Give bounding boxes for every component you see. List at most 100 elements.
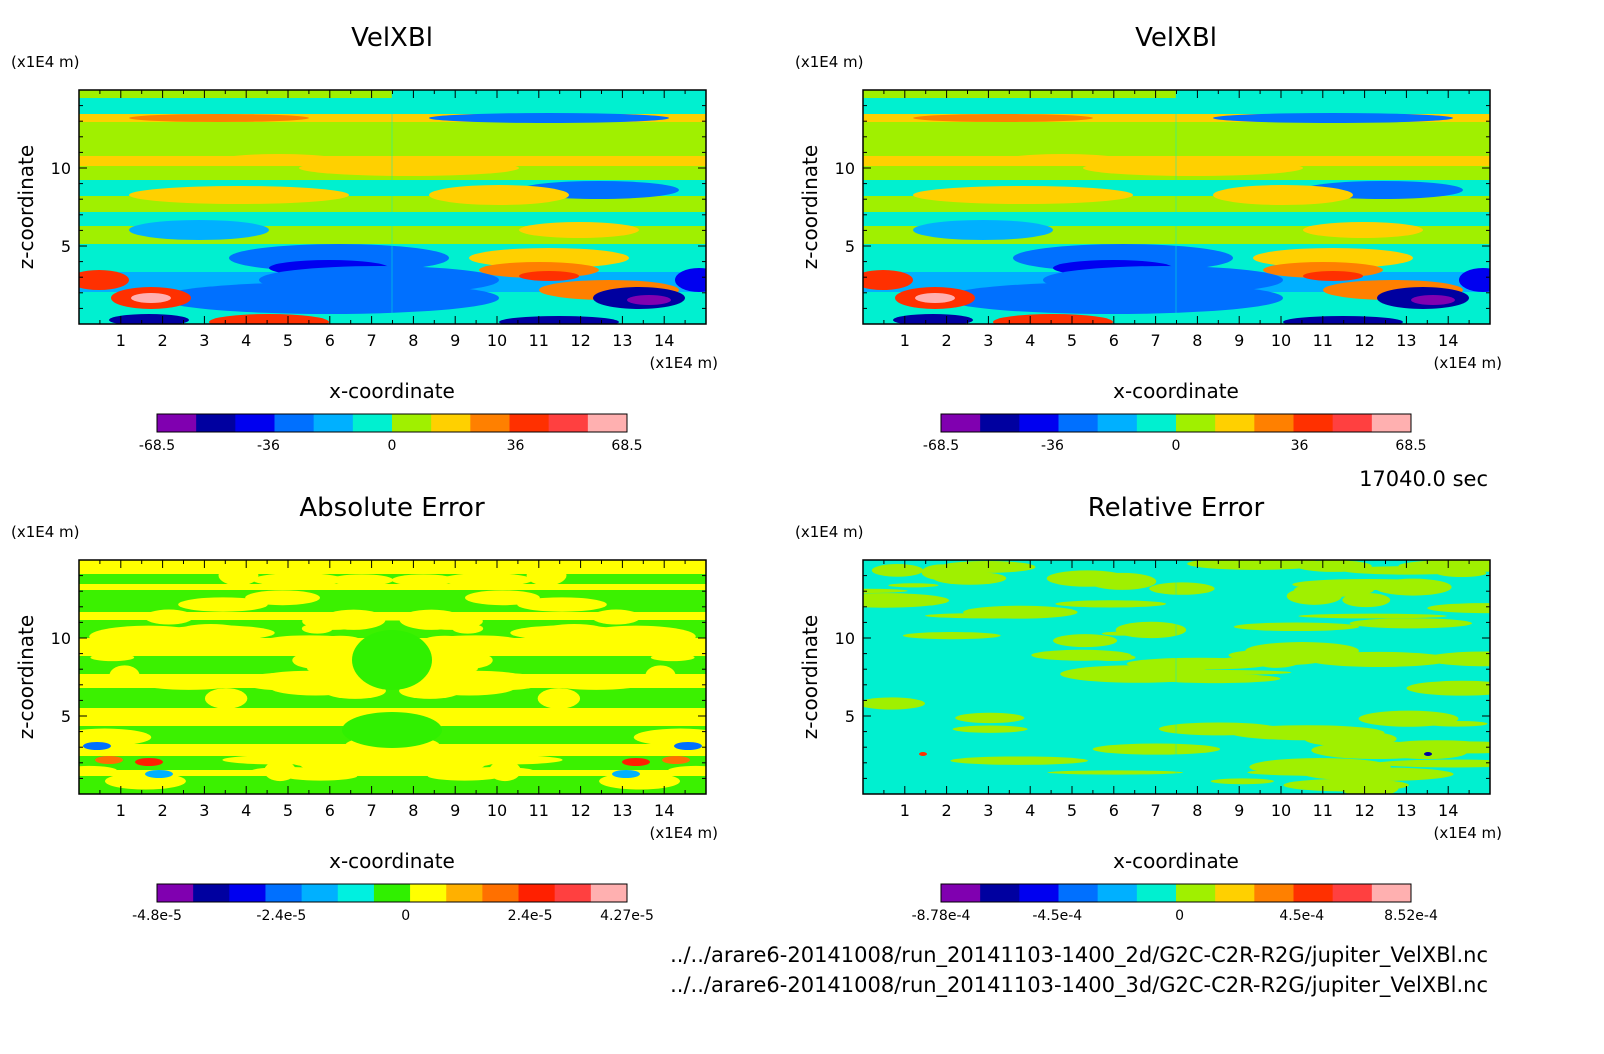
contour-blob <box>129 220 269 240</box>
contour-blob <box>601 716 706 723</box>
colorbar-swatch <box>1058 884 1099 902</box>
colorbar-swatch <box>482 884 520 902</box>
colorbar-label: -4.8e-5 <box>132 908 182 924</box>
contour-blob <box>1358 710 1459 727</box>
x-tick-label: 1 <box>116 331 126 350</box>
contour-blob <box>893 314 973 324</box>
colorbar-swatch <box>157 884 194 902</box>
x-tick-label: 10 <box>487 331 507 350</box>
contour-blob <box>146 680 232 690</box>
contour-blob <box>129 114 309 122</box>
colorbar-swatch <box>274 414 315 432</box>
y-tick-label: 10 <box>835 629 855 648</box>
x-axis-label: x-coordinate <box>329 849 455 873</box>
contour-blob <box>301 623 333 634</box>
y-tick-label: 10 <box>51 629 71 648</box>
x-tick-label: 6 <box>1109 331 1119 350</box>
contour-blob <box>517 597 607 612</box>
x-tick-label: 12 <box>570 331 590 350</box>
x-tick-label: 9 <box>1234 331 1244 350</box>
contour-field <box>863 560 1490 794</box>
contour-blob <box>1213 113 1453 123</box>
y-unit-label: (x1E4 m) <box>11 523 80 541</box>
chart-panel: Relative Error(x1E4 m)1 2 3 4 5 6 7 8 9 10 11 12 13 1… <box>795 493 1502 924</box>
x-tick-label: 10 <box>487 801 507 820</box>
chart-title: Absolute Error <box>299 493 485 523</box>
colorbar-label: -4.5e-4 <box>1032 908 1082 924</box>
contour-blob <box>129 186 349 204</box>
colorbar-swatch <box>941 414 981 432</box>
contour-blob <box>526 564 567 586</box>
contour-blob <box>553 680 639 690</box>
colorbar-label: -36 <box>257 438 280 454</box>
colorbar-swatch <box>1293 414 1334 432</box>
x-axis-label: x-coordinate <box>1113 849 1239 873</box>
contour-band <box>1176 90 1490 98</box>
contour-blob <box>79 765 118 776</box>
colorbar-swatch <box>373 884 411 902</box>
contour-blob <box>863 588 908 593</box>
x-tick-label: 8 <box>408 801 418 820</box>
x-tick-label: 13 <box>612 801 632 820</box>
contour-blob <box>1213 185 1353 205</box>
chart-panel: VelXBl(x1E4 m)1 2 3 4 5 6 7 8 9 10 11 12 13 14510(x1E… <box>795 23 1502 454</box>
colorbar-swatch <box>446 884 483 902</box>
contour-blob <box>1149 585 1197 592</box>
colorbar-swatch <box>554 884 592 902</box>
chart-panel: VelXBl(x1E4 m)1 2 3 4 5 6 7 8 9 10 11 12 13 14510(x1E… <box>11 23 718 454</box>
x-tick-label: 7 <box>1151 801 1161 820</box>
contour-blob <box>222 755 336 765</box>
colorbar-swatch <box>1176 884 1216 902</box>
x-tick-label: 4 <box>241 331 251 350</box>
contour-blob <box>1411 295 1455 305</box>
y-unit-label: (x1E4 m) <box>11 53 80 71</box>
contour-blob <box>1083 160 1303 176</box>
contour-band <box>79 688 706 708</box>
x-tick-label: 1 <box>900 331 910 350</box>
x-tick-label: 6 <box>1109 801 1119 820</box>
x-unit-label: (x1E4 m) <box>1433 824 1502 842</box>
x-tick-label: 12 <box>1354 801 1374 820</box>
y-tick-label: 5 <box>61 707 71 726</box>
colorbar-frame <box>940 883 1412 903</box>
x-tick-label: 13 <box>612 331 632 350</box>
y-axis-label: z-coordinate <box>14 615 38 739</box>
contour-blob <box>1311 741 1443 760</box>
contour-blob <box>109 314 189 324</box>
contour-blob <box>1406 680 1490 696</box>
colorbar-label: 4.5e-4 <box>1279 908 1324 924</box>
x-tick-label: 14 <box>654 331 674 350</box>
colorbar-swatch <box>196 414 236 432</box>
contour-blob <box>79 716 184 723</box>
contour-blob <box>519 222 639 238</box>
chart-title: VelXBl <box>1135 23 1217 53</box>
contour-blob <box>1215 656 1322 666</box>
colorbar-label: -68.5 <box>139 438 175 454</box>
colorbar-swatch <box>1215 414 1255 432</box>
colorbar-label: 36 <box>507 438 525 454</box>
colorbar-frame <box>940 413 1412 433</box>
contour-blob <box>324 682 386 699</box>
contour-blob <box>1210 778 1274 785</box>
contour-blob <box>399 682 461 699</box>
y-axis-label: z-coordinate <box>14 145 38 269</box>
x-tick-label: 8 <box>408 331 418 350</box>
colorbar-swatch <box>1097 884 1138 902</box>
contour-blob <box>645 665 676 686</box>
contour-blob <box>1187 560 1325 570</box>
contour-blob <box>519 271 579 281</box>
contour-blob <box>1247 728 1360 735</box>
chart-title: Relative Error <box>1088 493 1265 523</box>
contour-blob <box>135 758 163 766</box>
contour-blob <box>1247 769 1391 776</box>
colorbar-swatch <box>548 414 589 432</box>
colorbar-swatch <box>1097 414 1138 432</box>
contour-blob <box>1031 649 1132 661</box>
x-tick-label: 2 <box>158 801 168 820</box>
contour-blob <box>1283 778 1409 792</box>
x-axis-label: x-coordinate <box>1113 379 1239 403</box>
colorbar-swatch <box>587 414 628 432</box>
contour-blob <box>109 665 140 686</box>
x-tick-label: 2 <box>158 331 168 350</box>
contour-blob <box>1424 752 1432 756</box>
